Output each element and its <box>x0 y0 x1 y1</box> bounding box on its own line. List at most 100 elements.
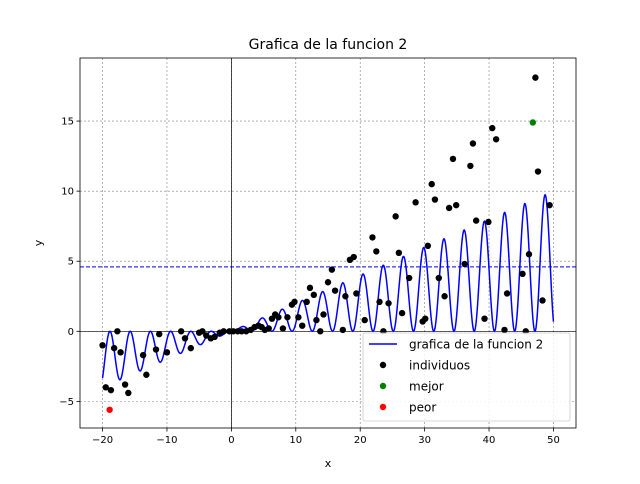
individual-point <box>317 328 324 335</box>
x-tick-label: 20 <box>354 435 367 446</box>
individual-point <box>143 371 150 378</box>
y-tick-label: 10 <box>61 187 74 198</box>
x-tick-label: −10 <box>156 435 177 446</box>
individual-point <box>275 314 282 321</box>
individual-point <box>431 196 439 203</box>
individual-point <box>485 218 492 226</box>
individual-point <box>211 333 218 341</box>
x-tick-label: 10 <box>289 435 302 446</box>
x-tick-label: −20 <box>92 435 113 446</box>
individual-point <box>303 298 310 306</box>
individual-point <box>445 204 453 212</box>
y-axis-label: y <box>32 239 45 246</box>
individual-point <box>525 251 533 258</box>
legend-marker <box>379 361 387 369</box>
individual-point <box>353 290 360 297</box>
individual-point <box>199 328 206 335</box>
individual-point <box>107 386 115 394</box>
x-tick-label: 0 <box>228 435 234 446</box>
individual-point <box>156 330 163 338</box>
x-axis-label: x <box>325 457 332 470</box>
plot-area <box>99 74 555 413</box>
individual-point <box>361 316 368 324</box>
individual-point <box>163 349 171 356</box>
legend-marker <box>379 403 387 411</box>
individual-point <box>324 279 332 286</box>
individual-point <box>376 298 383 306</box>
y-tick-label: 15 <box>61 117 74 128</box>
best-point <box>529 119 537 126</box>
legend-marker <box>379 382 387 390</box>
individual-point <box>230 328 237 335</box>
individual-point <box>177 328 185 335</box>
individual-point <box>489 124 496 132</box>
individual-point <box>310 291 318 299</box>
individual-point <box>342 293 349 300</box>
individual-point <box>139 351 147 359</box>
individual-point <box>441 293 448 300</box>
individual-point <box>428 180 435 188</box>
individual-point <box>472 217 480 224</box>
individual-point <box>328 266 336 273</box>
ticks: −20 −10 0 10 20 30 40 50 −5 0 5 10 15 <box>59 117 560 446</box>
individual-point <box>181 335 189 342</box>
individual-point <box>539 297 546 304</box>
individual-point <box>449 155 457 163</box>
individual-point <box>152 346 160 353</box>
individual-point <box>117 349 124 356</box>
individual-point <box>369 234 376 241</box>
individual-point <box>220 328 227 335</box>
individual-point <box>102 384 109 391</box>
individual-point <box>299 322 306 329</box>
individual-point <box>331 287 339 294</box>
individual-point <box>467 162 474 170</box>
individual-point <box>546 201 553 209</box>
individual-point <box>412 199 419 206</box>
y-tick-label: 5 <box>68 257 74 268</box>
individual-point <box>114 328 121 335</box>
legend-box <box>362 332 571 422</box>
individual-point <box>392 213 399 220</box>
individual-point <box>110 344 118 352</box>
individual-point <box>534 168 542 175</box>
individual-point <box>295 314 302 321</box>
individual-point <box>385 300 392 307</box>
individual-point <box>320 311 327 318</box>
individual-point <box>492 136 500 143</box>
y-tick-label: 0 <box>68 327 74 338</box>
legend-label: mejor <box>409 380 444 394</box>
individual-point <box>279 325 287 332</box>
individual-point <box>532 74 539 81</box>
legend: grafica de la funcion 2 individuos mejor pe… <box>362 332 571 422</box>
individual-point <box>481 315 488 322</box>
individual-point <box>265 325 272 332</box>
legend-label: grafica de la funcion 2 <box>409 338 543 352</box>
individual-point <box>121 381 129 388</box>
x-tick-label: 30 <box>418 435 431 446</box>
individual-point <box>461 260 468 268</box>
individual-point <box>519 270 526 278</box>
individual-point <box>284 314 291 321</box>
individual-point <box>424 242 432 250</box>
y-tick-label: −5 <box>59 397 74 408</box>
individual-point <box>373 248 380 255</box>
individual-point <box>313 316 320 324</box>
individual-point <box>435 274 442 282</box>
worst-point <box>106 406 113 413</box>
chart-title: Grafica de la funcion 2 <box>249 37 408 53</box>
zero-lines <box>80 58 576 428</box>
individual-point <box>291 298 298 306</box>
legend-label: peor <box>409 401 436 415</box>
individual-point <box>99 342 106 349</box>
individual-point <box>306 284 314 292</box>
individual-point <box>238 328 245 335</box>
legend-label: individuos <box>409 359 470 373</box>
individual-point <box>350 253 357 261</box>
individual-point <box>422 315 429 322</box>
individual-point <box>395 249 403 257</box>
individual-point <box>125 389 132 397</box>
axes-frame <box>79 57 577 429</box>
individual-point <box>452 201 460 209</box>
function-curve <box>101 193 555 381</box>
